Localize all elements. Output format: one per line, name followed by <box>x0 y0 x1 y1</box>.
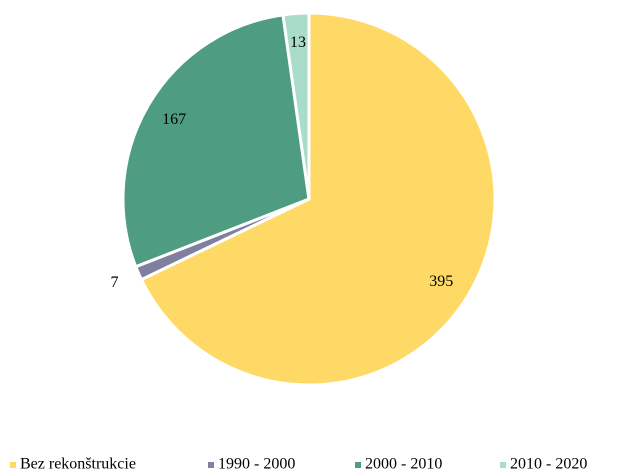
legend-swatch <box>500 462 506 468</box>
legend-swatch <box>10 462 16 468</box>
legend-label: 1990 - 2000 <box>218 456 295 473</box>
pie-slice <box>121 13 311 269</box>
legend-label: Bez rekonštrukcie <box>20 456 136 473</box>
data-label: 167 <box>162 111 186 128</box>
pie-slice <box>139 11 497 387</box>
data-label: 7 <box>111 274 119 291</box>
legend-label: 2010 - 2020 <box>510 456 587 473</box>
legend-label: 2000 - 2010 <box>365 456 442 473</box>
legend-swatch <box>355 462 361 468</box>
data-label: 395 <box>429 273 453 290</box>
data-label: 13 <box>290 34 306 51</box>
pie-slice <box>281 11 311 200</box>
legend-swatch <box>208 462 214 468</box>
